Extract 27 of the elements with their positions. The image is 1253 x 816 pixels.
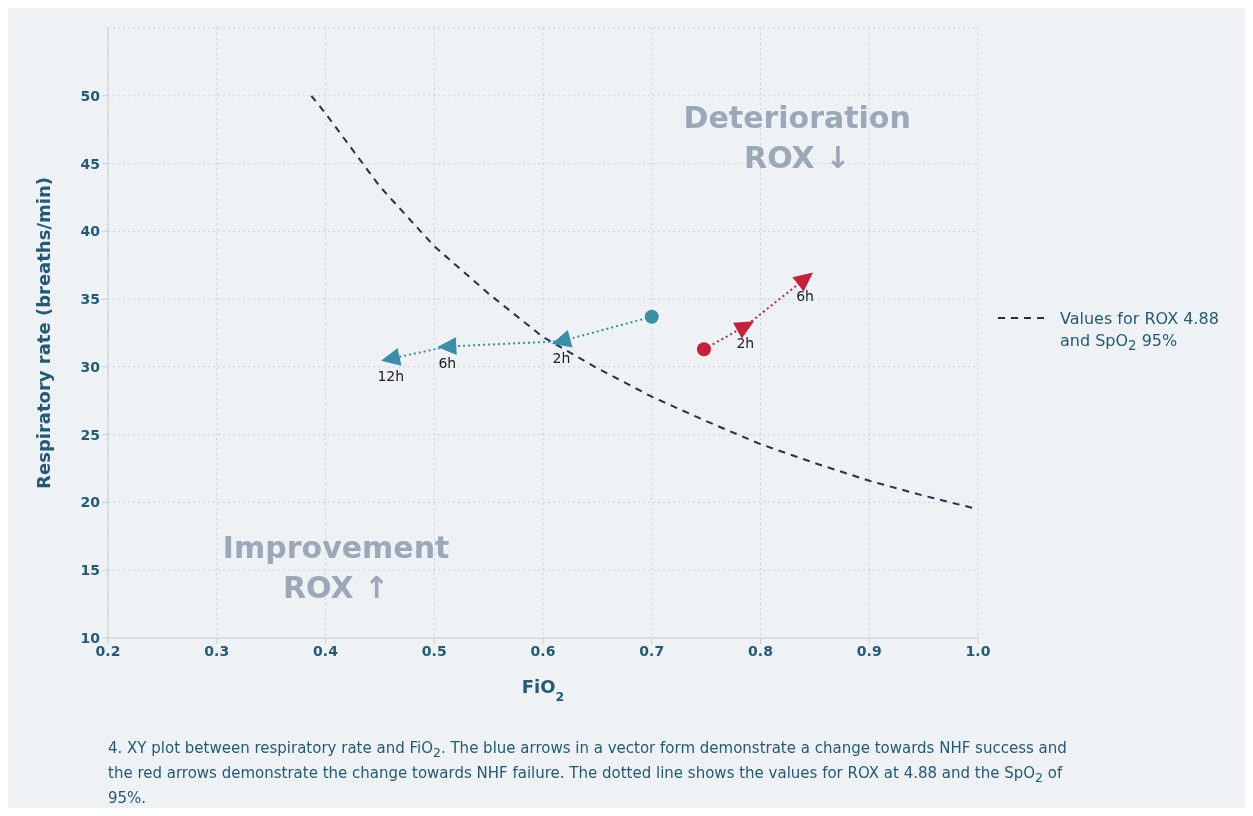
x-tick-label: 0.9 [856, 642, 882, 659]
x-tick-label: 0.4 [313, 642, 339, 659]
y-axis-title: Respiratory rate (breaths/min) [33, 177, 54, 489]
x-tick-label: 0.8 [748, 642, 773, 659]
x-axis-title: FiO$_{2}$ [521, 676, 565, 704]
y-tick-label: 15 [80, 562, 100, 579]
annotation: Deterioration ROX ↓ [682, 99, 912, 177]
text: 4. XY plot between respiratory rate and FiO$_{2}$. The blue arrows in a vector form demonstrate a change towards NHF success and the red arrows demonstrate the change towards NHF failure. The dotted line shows the values for ROX at 4.88 and the SpO$_{2}$ of 95%. [108, 739, 1067, 807]
annotation: Improvement ROX ↑ [221, 529, 451, 607]
x-tick-label: 0.3 [204, 642, 230, 659]
y-tick-label: 40 [80, 223, 101, 240]
annotation: 6h [438, 355, 457, 372]
annotation: 2h [736, 335, 755, 352]
x-tick-label: 0.6 [530, 642, 556, 659]
annotation: 12h [377, 367, 405, 384]
y-tick-label: 45 [80, 155, 100, 172]
legend-label: Values for ROX 4.88 and SpO$_{2}$ 95% [1060, 308, 1220, 356]
x-tick-label: 0.7 [639, 642, 665, 659]
annotation: 6h [796, 287, 814, 304]
x-tick-label: 0.5 [421, 642, 447, 659]
y-tick-label: 20 [80, 494, 101, 511]
y-tick-label: 25 [80, 426, 100, 443]
y-tick-label: 30 [80, 358, 101, 375]
y-tick-label: 50 [80, 87, 101, 104]
x-tick-label: 1.0 [965, 642, 991, 659]
y-tick-label: 35 [80, 291, 100, 308]
annotation: 2h [552, 350, 571, 367]
